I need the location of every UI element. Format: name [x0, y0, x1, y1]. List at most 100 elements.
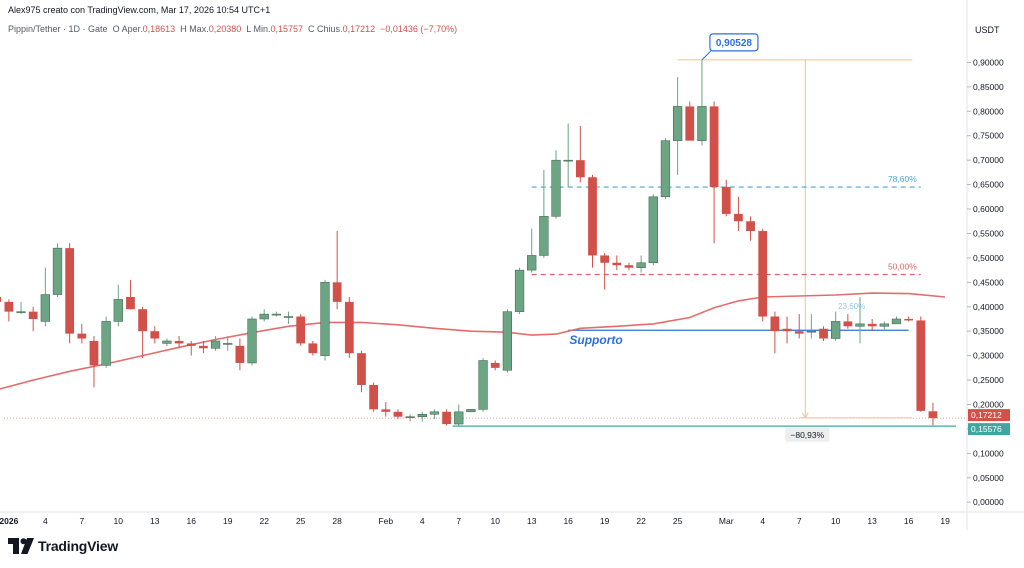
candle-down-body: [28, 311, 38, 319]
candle-down-body: [174, 340, 184, 344]
y-tick-label: 0,80000: [973, 106, 1004, 116]
candle-up-body: [879, 323, 889, 327]
candle-down-body: [746, 221, 755, 232]
y-tick-label: 0,30000: [973, 351, 1004, 361]
moving-average-line: [0, 292, 946, 390]
x-tick-label: 19: [940, 516, 950, 526]
candle-down-body: [928, 411, 938, 419]
candle-down-body: [344, 301, 354, 354]
candle-up-body: [429, 411, 440, 415]
candle-down-body: [4, 301, 14, 312]
candle-down-body: [199, 345, 208, 349]
price-tag-label: 0,17212: [971, 410, 1002, 420]
y-tick-label: 0,85000: [973, 82, 1004, 92]
symbol-label[interactable]: Pippin/Tether · 1D · Gate: [8, 24, 108, 34]
candle-up-body: [16, 311, 26, 313]
x-tick-label: 16: [187, 516, 197, 526]
candle-up-body: [466, 409, 476, 413]
change-value: −0,01436 (−7,70%): [380, 24, 458, 34]
candle-up-body: [831, 321, 841, 339]
close-name: Chius.: [317, 24, 343, 34]
candle-up-body: [405, 416, 415, 418]
candle-down-body: [490, 362, 500, 368]
candle-down-body: [843, 321, 853, 327]
candle-down-body: [758, 231, 768, 317]
y-tick-label: 0,45000: [973, 277, 1004, 287]
open-label: O: [112, 24, 120, 34]
price-unit-label: USDT: [975, 25, 1000, 35]
y-tick-label: 0,65000: [973, 180, 1004, 190]
candle-down-body: [709, 106, 719, 188]
x-tick-label: 10: [114, 516, 124, 526]
candle-down-body: [904, 318, 914, 321]
peak-pointer: [701, 49, 713, 61]
high-value: 0,20380: [208, 24, 242, 34]
y-tick-label: 0,70000: [973, 155, 1004, 165]
candle-up-body: [855, 323, 865, 327]
y-tick-label: 0,75000: [973, 131, 1004, 141]
candle-down-body: [600, 255, 610, 263]
x-tick-label: 16: [563, 516, 573, 526]
candle-down-body: [235, 345, 245, 363]
x-tick-label: 4: [43, 516, 48, 526]
candle-up-body: [478, 360, 488, 410]
x-tick-label: Feb: [378, 516, 393, 526]
peak-label: 0,90528: [716, 38, 753, 49]
candle-up-body: [502, 311, 513, 371]
y-tick-label: 0,35000: [973, 326, 1004, 336]
x-tick-label: 10: [490, 516, 500, 526]
x-tick-label: 25: [673, 516, 683, 526]
candle-up-body: [320, 282, 330, 356]
chart-caption: Alex975 creato con TradingView.com, Mar …: [8, 5, 271, 15]
candle-up-body: [271, 313, 281, 316]
y-tick-label: 0,20000: [973, 399, 1004, 409]
price-tag-label: 0,15576: [971, 424, 1002, 434]
price-tag-box: [968, 423, 1010, 436]
candle-down-body: [369, 384, 379, 410]
x-tick-label: 13: [867, 516, 877, 526]
y-tick-label: 0,00000: [973, 497, 1004, 507]
x-tick-label: Mar: [719, 516, 734, 526]
candle-up-body: [539, 216, 549, 256]
candle-up-body: [417, 414, 427, 417]
candle-down-body: [89, 340, 99, 366]
x-tick-label: 7: [797, 516, 802, 526]
measure-label-box: [785, 427, 830, 442]
y-tick-label: 0,05000: [973, 473, 1004, 483]
candle-down-body: [867, 323, 877, 327]
candle-up-body: [52, 247, 63, 295]
ohlc-legend: Pippin/Tether · 1D · Gate O Aper.0,18613…: [8, 24, 457, 34]
candle-up-body: [210, 340, 221, 349]
candle-up-body: [806, 330, 816, 333]
candle-down-body: [794, 331, 804, 334]
x-tick-label: 10: [831, 516, 841, 526]
y-tick-label: 0,25000: [973, 375, 1004, 385]
candle-up-body: [527, 255, 537, 271]
candle-down-body: [186, 343, 196, 346]
candle-up-body: [551, 159, 561, 217]
price-tag-box: [968, 409, 1010, 422]
y-tick-label: 0,60000: [973, 204, 1004, 214]
candle-down-body: [770, 316, 780, 332]
candle-down-body: [782, 328, 792, 332]
candle-down-body: [126, 296, 135, 310]
tradingview-wordmark: TradingView: [38, 538, 119, 554]
peak-label-box: [709, 33, 759, 52]
candle-down-body: [588, 177, 597, 256]
candle-down-body: [138, 309, 147, 332]
candle-down-body: [819, 328, 828, 339]
low-label: L: [246, 24, 251, 34]
x-tick-label: 28: [332, 516, 342, 526]
candle-down-body: [332, 282, 342, 302]
low-value: 0,15757: [270, 24, 304, 34]
candle-up-body: [636, 262, 646, 268]
candle-up-body: [40, 294, 50, 322]
support-label: Supporto: [569, 333, 622, 347]
tradingview-branding[interactable]: TradingView: [8, 538, 118, 554]
candle-up-body: [223, 343, 233, 345]
fib-236-label: 23,60%: [838, 302, 865, 311]
candle-up-body: [697, 106, 707, 141]
candle-up-body: [101, 321, 111, 366]
candle-up-body: [563, 159, 573, 162]
